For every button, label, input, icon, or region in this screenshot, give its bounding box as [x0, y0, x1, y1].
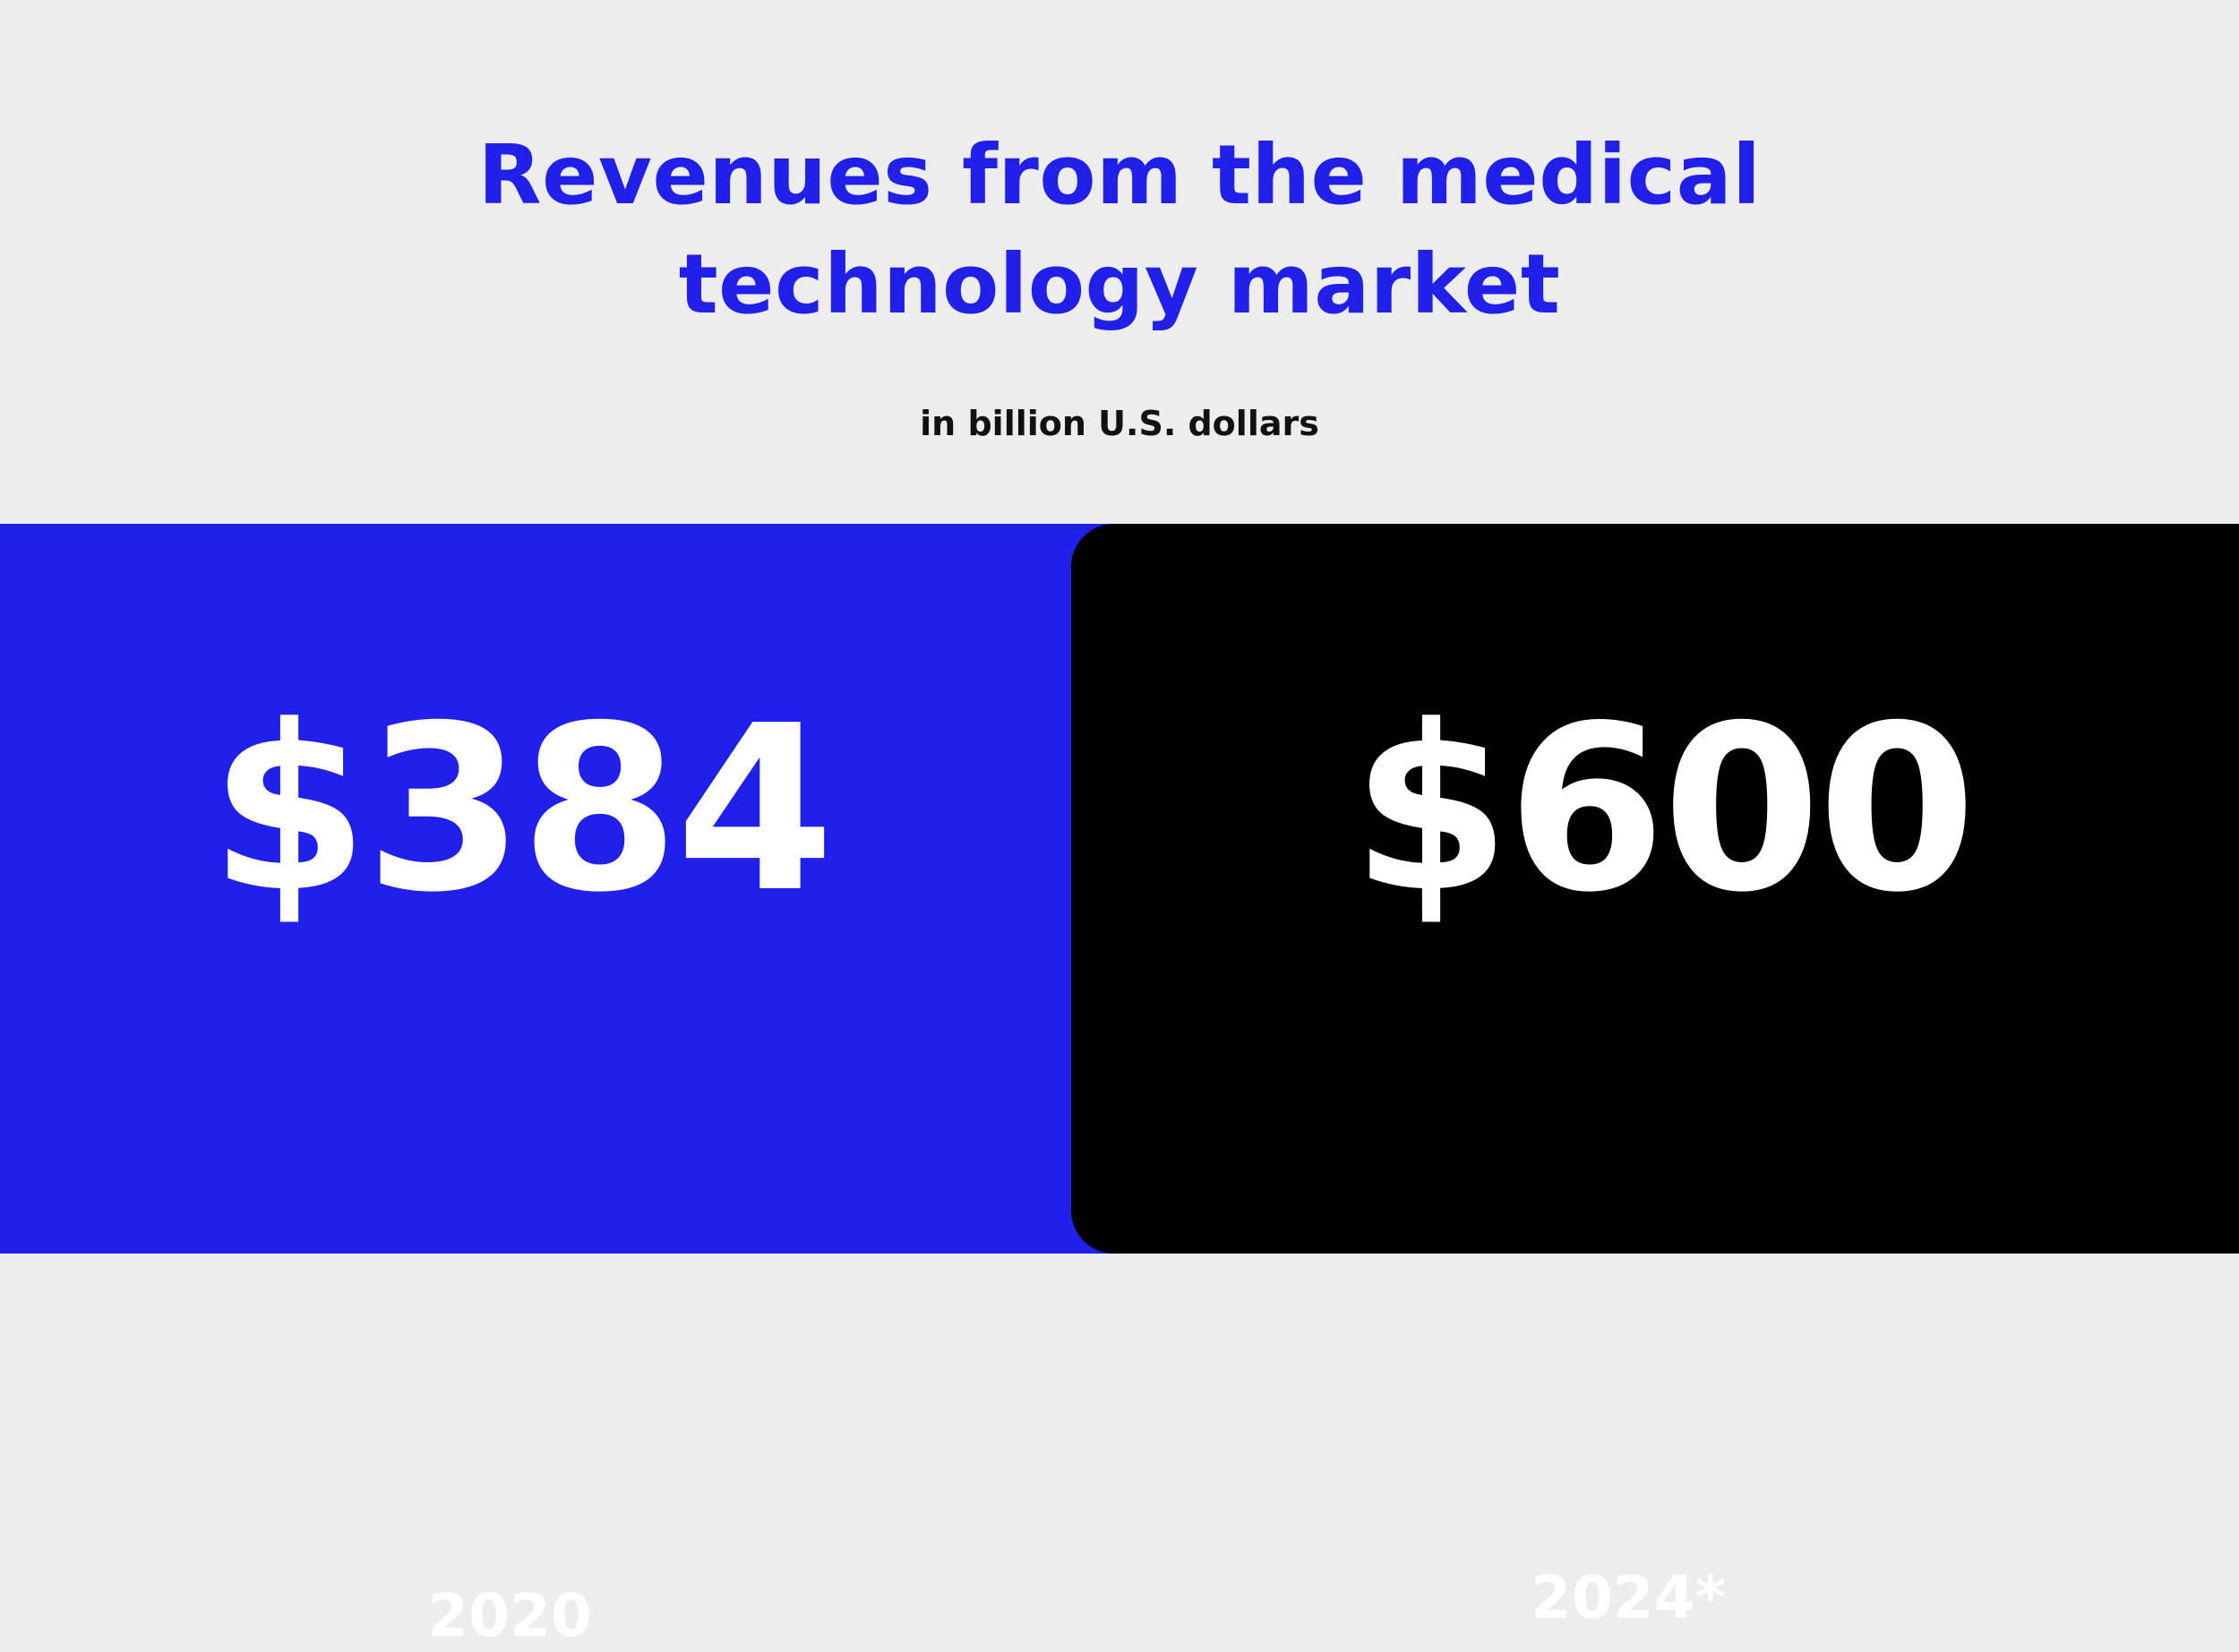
value-label-2024: $600 [1351, 677, 1977, 943]
category-label-2020: 2020 [427, 1581, 592, 1650]
chart-subtitle: in billion U.S. dollars [920, 404, 1319, 443]
chart-title: Revenues from the medical technology mar… [477, 127, 1762, 332]
category-label-2024: 2024* [1530, 1563, 1727, 1632]
value-label-2020: $384 [210, 677, 835, 943]
panel-2024: $600 2024* [1071, 524, 2239, 1632]
chart-header: Revenues from the medical technology mar… [0, 0, 2239, 524]
panel-2020: $384 2020 [0, 524, 1120, 1650]
